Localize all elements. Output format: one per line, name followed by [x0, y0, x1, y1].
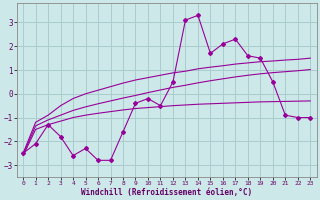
X-axis label: Windchill (Refroidissement éolien,°C): Windchill (Refroidissement éolien,°C)	[81, 188, 252, 197]
